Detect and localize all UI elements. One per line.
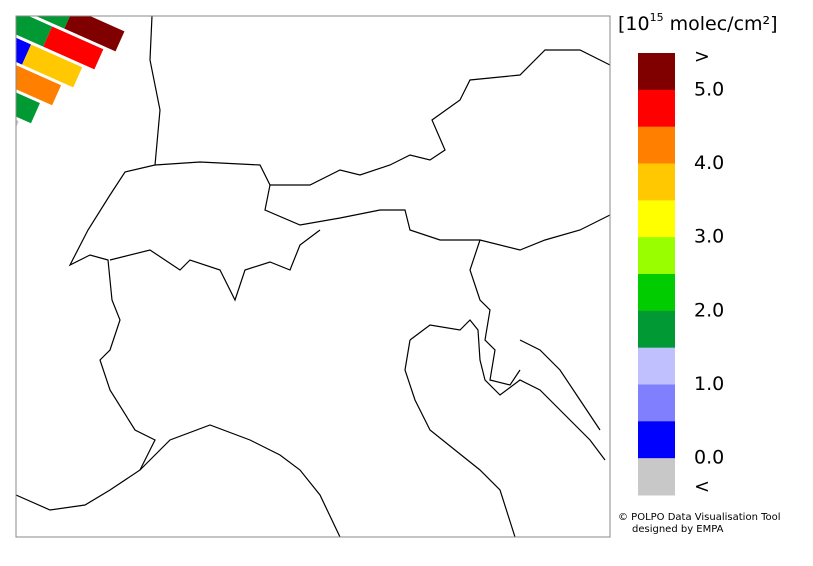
colorbar-bin bbox=[638, 421, 675, 459]
borders bbox=[16, 16, 610, 537]
colorbar-label: < bbox=[694, 476, 710, 498]
colorbar-title-prefix: [10 bbox=[618, 13, 650, 35]
colorbar-bin bbox=[638, 163, 675, 201]
swath-cell bbox=[16, 80, 40, 124]
colorbar-bin bbox=[638, 310, 675, 349]
swath-cell bbox=[16, 16, 74, 29]
colorbar-title: [1015 molec/cm²] bbox=[618, 11, 778, 35]
swath-cell bbox=[22, 44, 83, 88]
colorbar-bin bbox=[638, 237, 675, 275]
colorbar-bin bbox=[638, 384, 675, 422]
swath-cell bbox=[43, 26, 104, 70]
colorbar-label: 4.0 bbox=[694, 152, 724, 174]
swath-cell bbox=[64, 16, 125, 52]
colorbar-bin bbox=[638, 89, 675, 128]
colorbar-bin bbox=[638, 274, 675, 312]
colorbar-title-suffix: molec/cm²] bbox=[664, 13, 778, 35]
colorbar-bin bbox=[638, 458, 675, 496]
colorbar-label: 0.0 bbox=[694, 447, 724, 469]
swath-cell bbox=[0, 0, 1, 24]
colorbar-title-exponent: 15 bbox=[650, 11, 664, 24]
colorbar-label: > bbox=[694, 46, 710, 68]
credit-line: designed by EMPA bbox=[632, 524, 724, 535]
colorbar-bin bbox=[638, 126, 675, 164]
satellite-swath bbox=[0, 0, 125, 142]
colorbar: >5.0 4.0 3.0 2.0 1.0 0.0 < bbox=[638, 46, 724, 498]
colorbar-label: 5.0 bbox=[694, 78, 724, 100]
swath-cell bbox=[16, 16, 53, 47]
colorbar-label: 1.0 bbox=[694, 373, 724, 395]
credit-line: © POLPO Data Visualisation Tool bbox=[618, 512, 781, 523]
colorbar-bin bbox=[638, 53, 675, 91]
map-frame bbox=[15, 15, 611, 538]
swath-cell bbox=[0, 40, 10, 83]
colorbar-label: 2.0 bbox=[694, 299, 724, 321]
swath-cell bbox=[16, 62, 62, 106]
colorbar-bin bbox=[638, 200, 675, 238]
colorbar-label: 3.0 bbox=[694, 226, 724, 248]
swath-cells bbox=[0, 0, 125, 142]
colorbar-bin bbox=[638, 347, 675, 385]
swath-cell bbox=[0, 0, 22, 6]
